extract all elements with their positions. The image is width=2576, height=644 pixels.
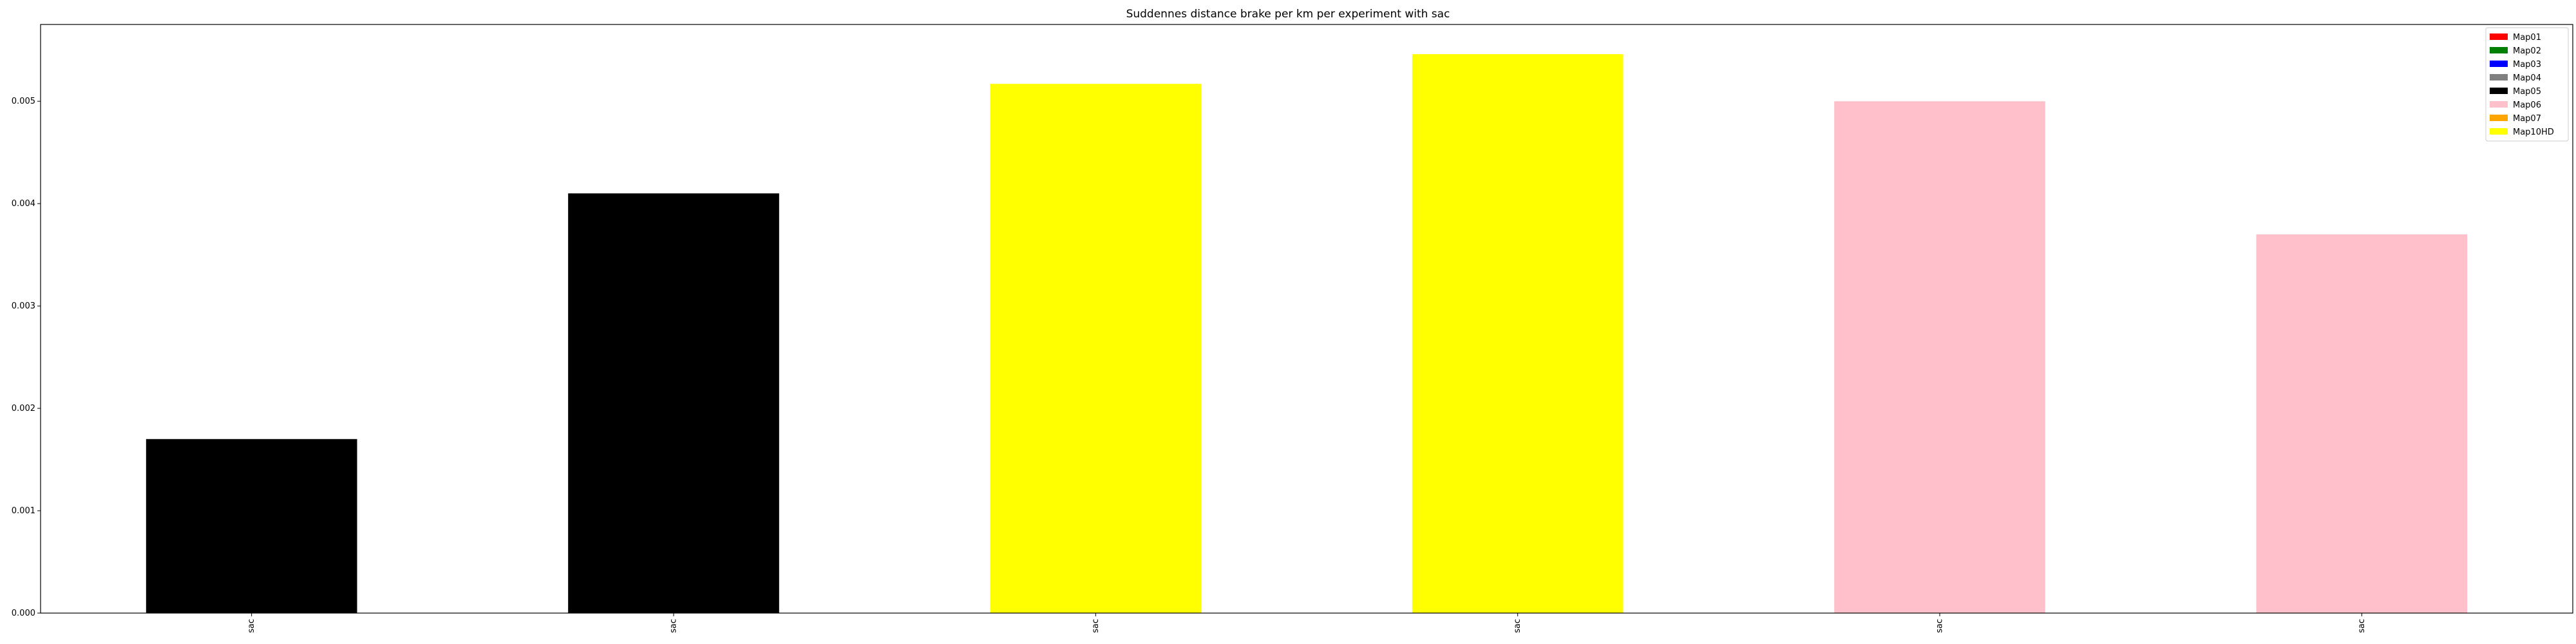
bar-2 [568, 193, 779, 613]
bar-3 [990, 84, 1202, 614]
legend-swatch [2490, 74, 2508, 80]
legend-label: Map01 [2513, 33, 2541, 43]
bars-layer [146, 54, 2468, 614]
y-tick-label: 0.004 [12, 199, 35, 209]
y-tick-label: 0.003 [12, 301, 35, 311]
y-tick-label: 0.000 [12, 609, 35, 618]
legend-label: Map06 [2513, 100, 2541, 110]
chart-title: Suddennes distance brake per km per expe… [1126, 8, 1450, 21]
legend-label: Map05 [2513, 87, 2541, 97]
legend-label: Map02 [2513, 46, 2541, 56]
legend-label: Map07 [2513, 114, 2541, 124]
y-tick-label: 0.001 [12, 506, 35, 516]
bar-6 [2256, 234, 2468, 614]
legend-swatch [2490, 33, 2508, 40]
x-tick-label: sac [2357, 619, 2367, 633]
legend-swatch [2490, 88, 2508, 94]
x-tick-label: sac [247, 619, 256, 633]
legend-label: Map10HD [2513, 128, 2554, 137]
x-tick-label: sac [669, 619, 679, 633]
legend-label: Map03 [2513, 60, 2541, 70]
y-tick-label: 0.002 [12, 404, 35, 413]
legend-swatch [2490, 61, 2508, 67]
legend: Map01 Map02 Map03 Map04 Map05 Map06 Map07 Map10… [2485, 27, 2569, 142]
legend-swatch [2490, 47, 2508, 53]
x-axis: sac sac sac sac sac sac [247, 613, 2367, 633]
bar-4 [1412, 54, 1624, 613]
x-tick-label: sac [1513, 619, 1522, 633]
y-axis: 0.000 0.001 0.002 0.003 0.004 0.005 [12, 97, 41, 618]
legend-swatch [2490, 128, 2508, 135]
legend-box [2485, 27, 2569, 142]
plot-frame [40, 24, 2573, 614]
x-tick-label: sac [1091, 619, 1101, 633]
legend-label: Map04 [2513, 73, 2541, 83]
bar-1 [146, 439, 357, 613]
y-tick-label: 0.005 [12, 97, 35, 106]
x-tick-label: sac [1935, 619, 1945, 633]
legend-swatch [2490, 115, 2508, 121]
legend-swatch [2490, 101, 2508, 108]
bar-5 [1834, 101, 2045, 613]
